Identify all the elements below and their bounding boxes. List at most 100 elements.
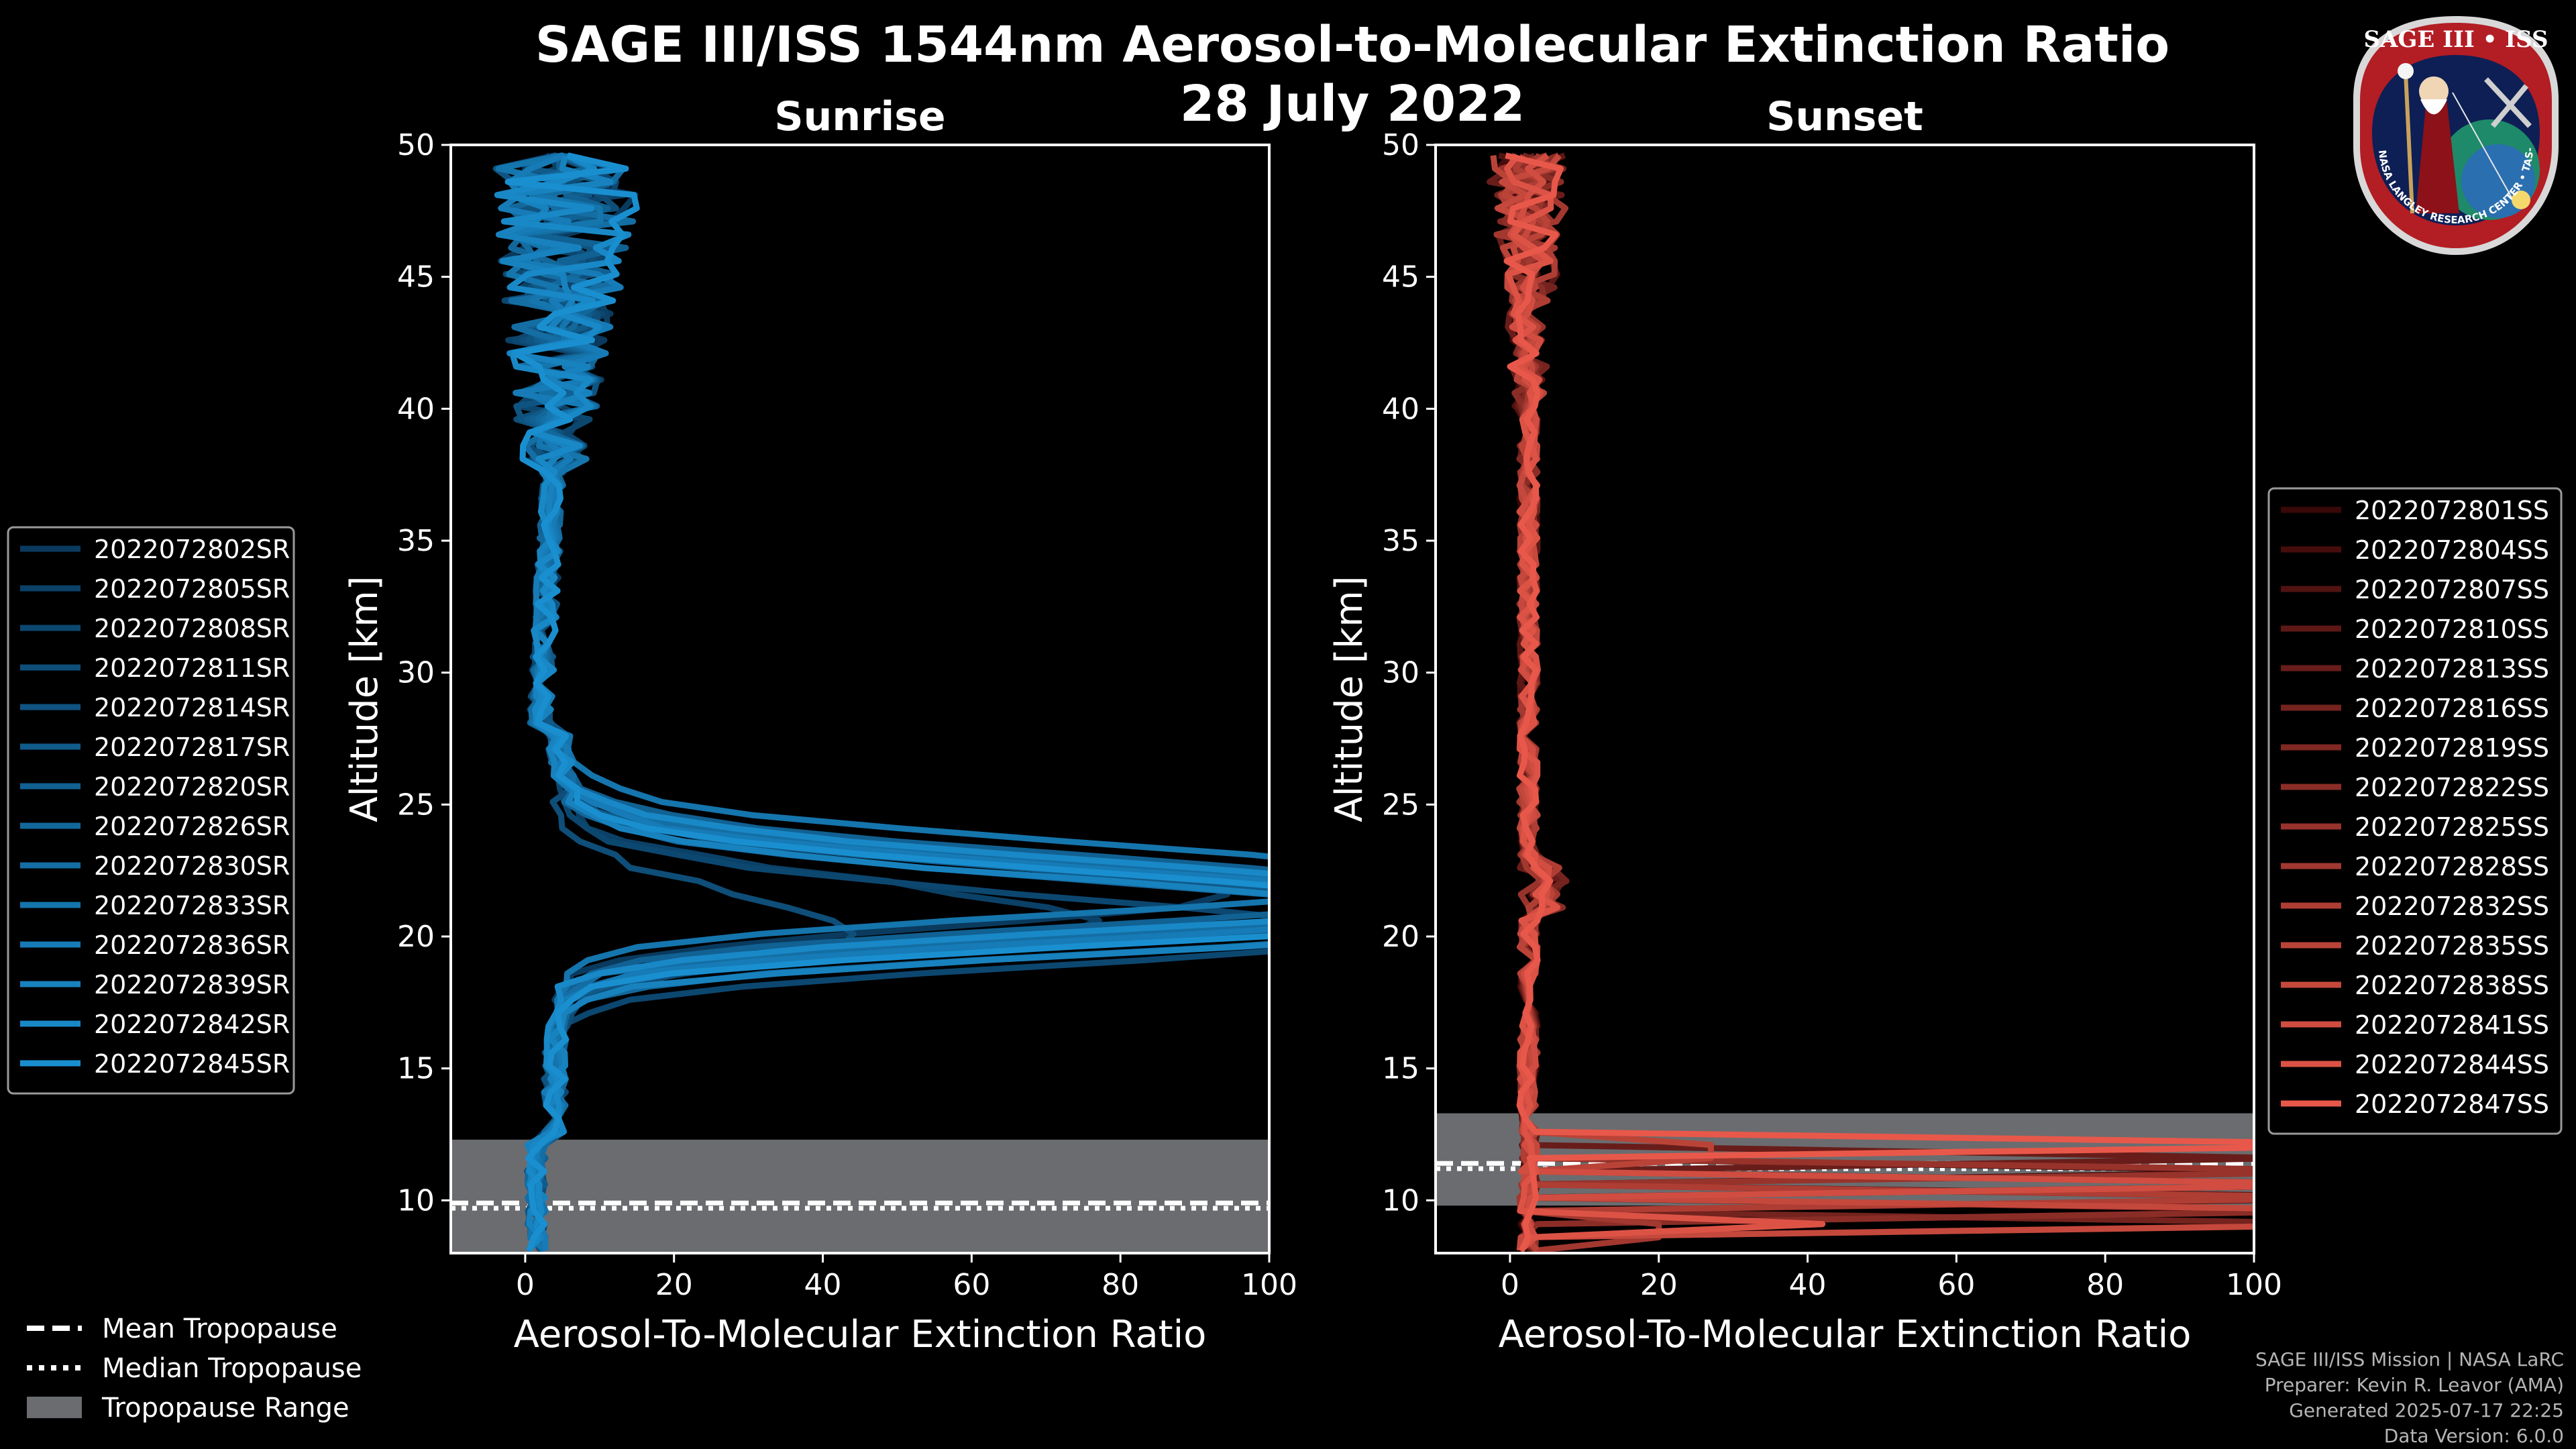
legend-entry: 2022072814SR xyxy=(94,693,290,722)
x-tick-label: 100 xyxy=(2226,1268,2282,1302)
y-tick-label: 20 xyxy=(1382,920,1419,954)
legend-entry: 2022072805SR xyxy=(94,574,290,604)
y-tick-label: 30 xyxy=(397,656,435,690)
profile-line-2022072842SR xyxy=(494,152,1269,1252)
sunset-legend: 2022072801SS 2022072804SS 2022072807SS 2022… xyxy=(2267,487,2563,1135)
y-tick-label: 25 xyxy=(1382,788,1419,822)
legend-entry: 2022072801SS xyxy=(2355,496,2549,525)
y-tick-label: 35 xyxy=(397,524,435,558)
profile-line-2022072807SS xyxy=(1498,152,2254,1252)
y-tick-label: 35 xyxy=(1382,524,1419,558)
credit-generated: Generated 2025-07-17 22:25 xyxy=(2289,1399,2564,1421)
legend-entry: 2022072836SR xyxy=(94,930,290,960)
x-tick-label: 100 xyxy=(1241,1268,1297,1302)
profile-line-2022072847SS xyxy=(1503,152,2254,1252)
plot-frame xyxy=(1434,144,2255,1254)
legend-entry: 2022072811SR xyxy=(94,653,290,683)
legend-entry: 2022072832SS xyxy=(2355,892,2549,921)
legend-entry: 2022072844SS xyxy=(2355,1050,2549,1079)
legend-entry: 2022072808SR xyxy=(94,614,290,643)
legend-entry: 2022072830SR xyxy=(94,851,290,881)
main-title: SAGE III/ISS 1544nm Aerosol-to-Molecular… xyxy=(535,16,2169,74)
legend-entry: 2022072828SS xyxy=(2355,852,2549,881)
main-date: 28 July 2022 xyxy=(1180,75,1525,133)
x-tick-label: 20 xyxy=(655,1268,693,1302)
legend-entry: 2022072820SR xyxy=(94,772,290,802)
profile-line-2022072822SS xyxy=(1501,152,2254,1253)
tropopause-legend: Mean Tropopause Median Tropopause Tropopau… xyxy=(27,1313,362,1424)
legend-entry: 2022072807SS xyxy=(2355,575,2549,604)
legend-entry: 2022072822SS xyxy=(2355,773,2549,802)
legend-entry: 2022072842SR xyxy=(94,1010,290,1039)
legend-entry: 2022072813SS xyxy=(2355,654,2549,684)
profile-line-2022072845SR xyxy=(504,152,1269,1252)
x-axis-label: Aerosol-To-Molecular Extinction Ratio xyxy=(1499,1313,2192,1356)
legend-entry: 2022072817SR xyxy=(94,733,290,762)
profile-line-2022072813SS xyxy=(1487,152,2254,1251)
y-tick-label: 45 xyxy=(397,260,435,294)
plot-frame xyxy=(449,144,1271,1254)
panel-title: Sunset xyxy=(1766,93,1923,140)
y-axis-label: Altitude [km] xyxy=(1328,576,1371,822)
panel-title: Sunrise xyxy=(774,93,945,140)
y-tick-label: 10 xyxy=(397,1183,435,1218)
x-tick-label: 60 xyxy=(953,1268,990,1302)
y-tick-label: 50 xyxy=(1382,128,1419,162)
y-tick-label: 50 xyxy=(397,128,435,162)
legend-entry: 2022072819SS xyxy=(2355,733,2549,763)
legend-entry: 2022072802SR xyxy=(94,535,290,564)
y-tick-label: 15 xyxy=(1382,1052,1419,1086)
profile-line-2022072841SS xyxy=(1507,152,2254,1253)
profile-line-2022072833SR xyxy=(495,152,1269,1253)
profile-line-2022072836SR xyxy=(498,152,1269,1251)
x-tick-label: 80 xyxy=(1102,1268,1139,1302)
legend-entry: 2022072847SS xyxy=(2355,1089,2549,1119)
y-axis-label: Altitude [km] xyxy=(343,576,386,822)
profile-line-2022072804SS xyxy=(1495,153,2254,1252)
tropopause-range-band xyxy=(451,1139,1269,1253)
profile-line-2022072816SS xyxy=(1494,152,2254,1252)
tropopause-range-swatch xyxy=(27,1397,82,1418)
y-tick-label: 40 xyxy=(1382,392,1419,426)
profile-line-2022072820SR xyxy=(523,155,1269,1251)
profile-line-2022072832SS xyxy=(1497,154,2254,1252)
profile-line-2022072808SR xyxy=(501,152,1269,1251)
credit-version: Data Version: 6.0.0 xyxy=(2383,1425,2564,1447)
y-tick-label: 10 xyxy=(1382,1183,1419,1218)
profile-line-2022072844SS xyxy=(1504,153,1826,1252)
tropopause-mean-label: Mean Tropopause xyxy=(102,1313,337,1344)
x-axis-label: Aerosol-To-Molecular Extinction Ratio xyxy=(514,1313,1207,1356)
legend-entry: 2022072826SR xyxy=(94,812,290,841)
x-tick-label: 60 xyxy=(1937,1268,1975,1302)
sunrise-panel: 0 20 40 60 80 100 10 15 20 25 30 35 40 45 50 Sunrise Aer… xyxy=(343,93,1297,1356)
credit-mission: SAGE III/ISS Mission | NASA LaRC xyxy=(2255,1348,2564,1371)
legend-entry: 2022072839SR xyxy=(94,970,290,1000)
x-tick-label: 20 xyxy=(1640,1268,1678,1302)
legend-entry: 2022072804SS xyxy=(2355,535,2549,565)
profile-line-2022072817SR xyxy=(521,152,1269,1252)
y-tick-label: 25 xyxy=(397,788,435,822)
legend-entry: 2022072841SS xyxy=(2355,1010,2549,1040)
y-tick-label: 20 xyxy=(397,920,435,954)
y-tick-label: 40 xyxy=(397,392,435,426)
legend-entry: 2022072825SS xyxy=(2355,812,2549,842)
profile-line-2022072830SR xyxy=(508,152,1269,1252)
x-tick-label: 0 xyxy=(516,1268,535,1302)
sage-iss-logo: SAGE III • ISS BALL • NASA LANGLEY RESEA… xyxy=(2341,3,2567,260)
legend-entry: 2022072835SS xyxy=(2355,931,2549,961)
credit-preparer: Preparer: Kevin R. Leavor (AMA) xyxy=(2264,1374,2564,1396)
x-tick-label: 40 xyxy=(1789,1268,1827,1302)
legend-entry: 2022072816SS xyxy=(2355,694,2549,723)
x-tick-label: 0 xyxy=(1501,1268,1519,1302)
x-tick-label: 40 xyxy=(804,1268,842,1302)
legend-entry: 2022072838SS xyxy=(2355,971,2549,1000)
sunset-panel: 0 20 40 60 80 100 10 15 20 25 30 35 40 45 50 Sunset Aero… xyxy=(1328,93,2282,1356)
y-tick-label: 45 xyxy=(1382,260,1419,294)
y-tick-label: 30 xyxy=(1382,656,1419,690)
legend-entry: 2022072845SR xyxy=(94,1049,290,1079)
tropopause-median-label: Median Tropopause xyxy=(102,1353,362,1384)
legend-entry: 2022072833SR xyxy=(94,891,290,920)
tropopause-range-label: Tropopause Range xyxy=(101,1393,350,1424)
y-tick-label: 15 xyxy=(397,1052,435,1086)
